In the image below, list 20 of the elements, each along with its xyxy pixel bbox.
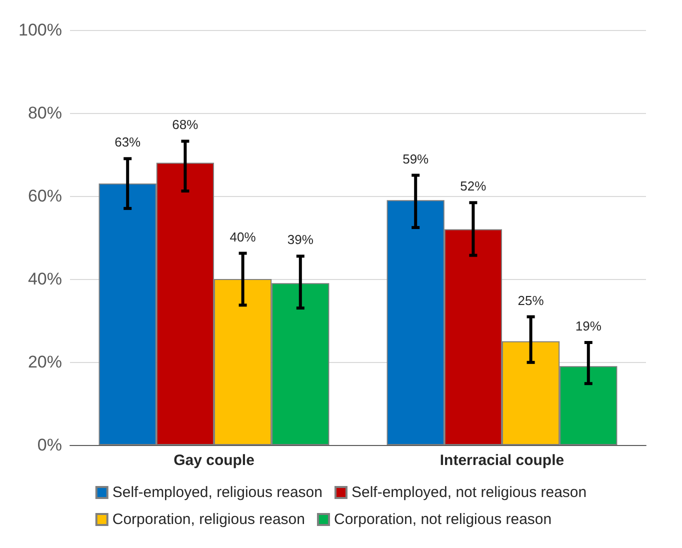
y-tick-label: 100%: [18, 20, 62, 40]
data-label: 40%: [230, 229, 256, 244]
data-label: 68%: [172, 117, 199, 132]
legend-label: Self-employed, religious reason: [112, 484, 323, 501]
legend-label: Corporation, religious reason: [112, 511, 305, 528]
data-label: 63%: [114, 134, 142, 150]
data-label: 25%: [518, 292, 544, 308]
y-tick-label: 60%: [28, 186, 62, 206]
x-tick-label: Gay couple: [174, 452, 254, 469]
legend-label: Corporation, not religious reason: [334, 511, 552, 528]
data-label: 52%: [460, 178, 487, 194]
y-tick-label: 20%: [28, 352, 62, 372]
y-tick-label: 0%: [37, 436, 62, 454]
data-label: 19%: [575, 318, 602, 334]
legend-label: Self-employed, not religious reason: [351, 484, 587, 501]
y-tick-label: 80%: [28, 104, 62, 122]
y-tick-label: 40%: [28, 270, 62, 288]
x-tick-label: Interracial couple: [440, 452, 564, 469]
data-label: 39%: [287, 232, 314, 248]
data-label: 59%: [402, 151, 430, 166]
